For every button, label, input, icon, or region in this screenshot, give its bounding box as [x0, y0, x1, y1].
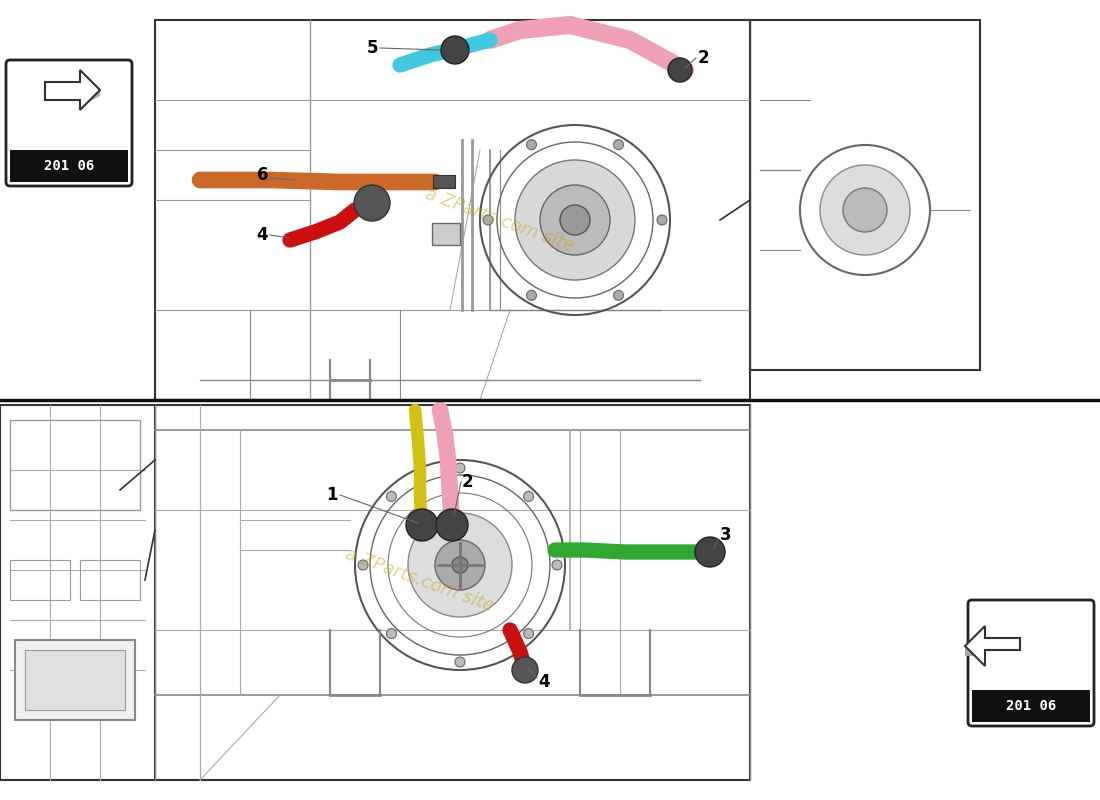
Text: 2: 2: [698, 49, 710, 67]
Circle shape: [657, 215, 667, 225]
Polygon shape: [45, 70, 100, 110]
Circle shape: [843, 188, 887, 232]
Circle shape: [515, 160, 635, 280]
Text: 3: 3: [720, 526, 732, 544]
Circle shape: [455, 657, 465, 667]
Circle shape: [552, 560, 562, 570]
Polygon shape: [965, 646, 985, 656]
FancyBboxPatch shape: [6, 60, 132, 186]
Bar: [155, 20, 750, 400]
Bar: [10, 150, 128, 182]
Circle shape: [527, 140, 537, 150]
Text: 6: 6: [256, 166, 268, 184]
Bar: [10, 560, 70, 600]
Circle shape: [408, 513, 512, 617]
Circle shape: [527, 290, 537, 300]
Bar: [972, 690, 1090, 722]
Bar: [750, 20, 980, 370]
Bar: [10, 420, 140, 510]
Circle shape: [452, 557, 468, 573]
Circle shape: [668, 58, 692, 82]
Circle shape: [436, 509, 468, 541]
Bar: [80, 560, 140, 600]
Text: 2: 2: [462, 473, 474, 491]
Text: a ZParts.com site: a ZParts.com site: [424, 185, 576, 255]
Bar: [433, 175, 455, 188]
Circle shape: [434, 540, 485, 590]
Text: 1: 1: [327, 486, 338, 504]
Circle shape: [560, 205, 590, 235]
Text: 201 06: 201 06: [44, 159, 95, 173]
Text: 5: 5: [366, 39, 378, 57]
Circle shape: [441, 36, 469, 64]
Circle shape: [455, 463, 465, 473]
Text: 201 06: 201 06: [1005, 699, 1056, 713]
Bar: [155, 405, 750, 780]
Circle shape: [354, 185, 390, 221]
FancyBboxPatch shape: [968, 600, 1094, 726]
Circle shape: [512, 657, 538, 683]
Bar: [0, 405, 155, 780]
Text: 4: 4: [256, 226, 268, 244]
Polygon shape: [45, 82, 80, 88]
Circle shape: [695, 537, 725, 567]
Bar: [25, 650, 125, 710]
Polygon shape: [984, 638, 1020, 644]
Circle shape: [540, 185, 611, 255]
Circle shape: [614, 140, 624, 150]
Circle shape: [524, 629, 534, 638]
Circle shape: [524, 491, 534, 502]
Polygon shape: [965, 626, 1020, 666]
Bar: [432, 223, 460, 245]
Circle shape: [386, 491, 396, 502]
Circle shape: [386, 629, 396, 638]
Bar: [15, 640, 135, 720]
Circle shape: [820, 165, 910, 255]
Polygon shape: [80, 90, 100, 106]
Circle shape: [406, 509, 438, 541]
Text: 4: 4: [538, 673, 550, 691]
Circle shape: [614, 290, 624, 300]
Text: a ZParts.com site: a ZParts.com site: [343, 545, 497, 615]
Circle shape: [358, 560, 368, 570]
Circle shape: [483, 215, 493, 225]
